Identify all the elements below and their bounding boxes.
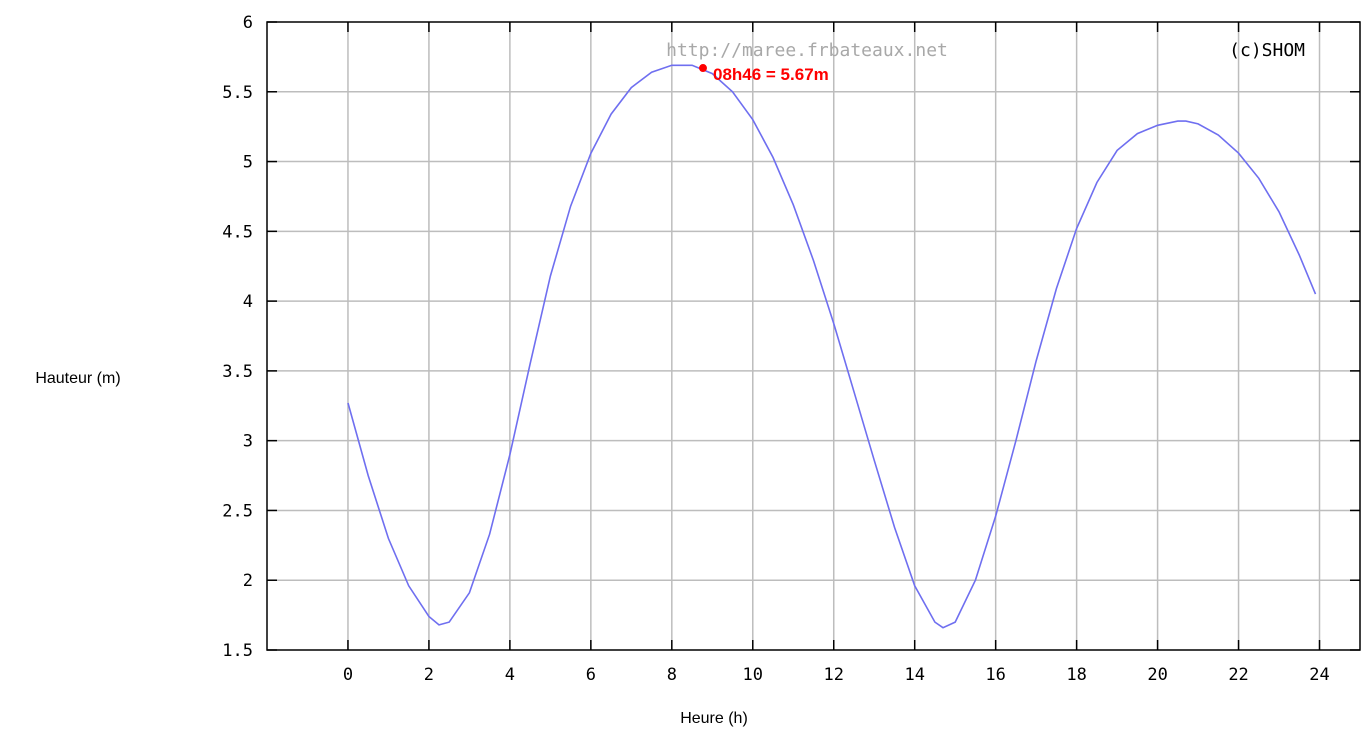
x-tick-label: 14 [904,665,924,685]
high-tide-marker [698,64,707,73]
y-tick-label: 3.5 [222,362,253,382]
x-tick-label: 2 [424,665,434,685]
x-tick-label: 20 [1147,665,1167,685]
x-tick-label: 22 [1228,665,1248,685]
x-axis-label: Heure (h) [680,710,748,727]
y-tick-label: 3 [243,432,253,452]
x-tick-label: 10 [743,665,763,685]
y-axis-label: Hauteur (m) [35,370,121,387]
x-tick-label: 16 [985,665,1005,685]
y-tick-label: 5.5 [222,83,253,103]
x-tick-label: 18 [1066,665,1086,685]
copyright-text: (c)SHOM [1229,40,1305,61]
tick-layer: 0 2 4 6 8 10 12 14 16 18 20 22 241.522.533.544.555.5… [222,13,1360,685]
y-tick-label: 5 [243,153,253,173]
y-tick-label: 6 [243,13,253,33]
y-tick-label: 2.5 [222,501,253,521]
x-tick-label: 6 [586,665,596,685]
x-tick-label: 8 [667,665,677,685]
x-tick-label: 4 [505,665,515,685]
x-tick-label: 24 [1309,665,1329,685]
plot-frame [266,21,1361,651]
y-tick-label: 4 [243,292,253,312]
y-tick-label: 2 [243,571,253,591]
tide-series-line [347,64,1317,629]
y-tick-label: 1.5 [222,641,253,661]
x-tick-label: 12 [823,665,843,685]
high-tide-label: 08h46 = 5.67m [713,65,829,84]
watermark-text: http://maree.frbateaux.net [666,40,948,61]
x-tick-label: 0 [343,665,353,685]
y-tick-label: 4.5 [222,222,253,242]
grid-layer [267,22,1360,650]
